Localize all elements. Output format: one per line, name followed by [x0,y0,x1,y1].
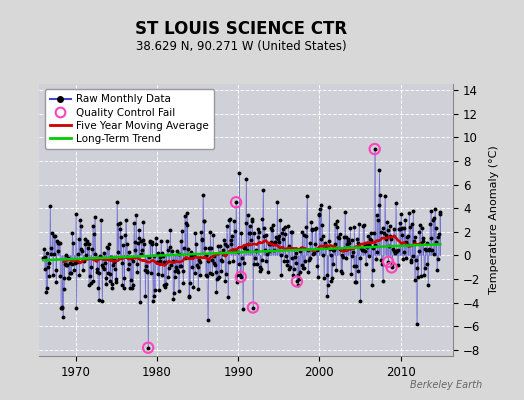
Point [144,344,152,351]
Point [237,274,245,280]
Point [384,258,392,265]
Y-axis label: Temperature Anomaly (°C): Temperature Anomaly (°C) [489,146,499,294]
Point [249,304,257,311]
Point [293,278,301,285]
Legend: Raw Monthly Data, Quality Control Fail, Five Year Moving Average, Long-Term Tren: Raw Monthly Data, Quality Control Fail, … [45,89,214,149]
Point [232,199,241,206]
Text: Berkeley Earth: Berkeley Earth [410,380,482,390]
Text: 38.629 N, 90.271 W (United States): 38.629 N, 90.271 W (United States) [136,40,346,53]
Point [370,146,379,152]
Point [387,264,396,271]
Text: ST LOUIS SCIENCE CTR: ST LOUIS SCIENCE CTR [135,20,347,38]
